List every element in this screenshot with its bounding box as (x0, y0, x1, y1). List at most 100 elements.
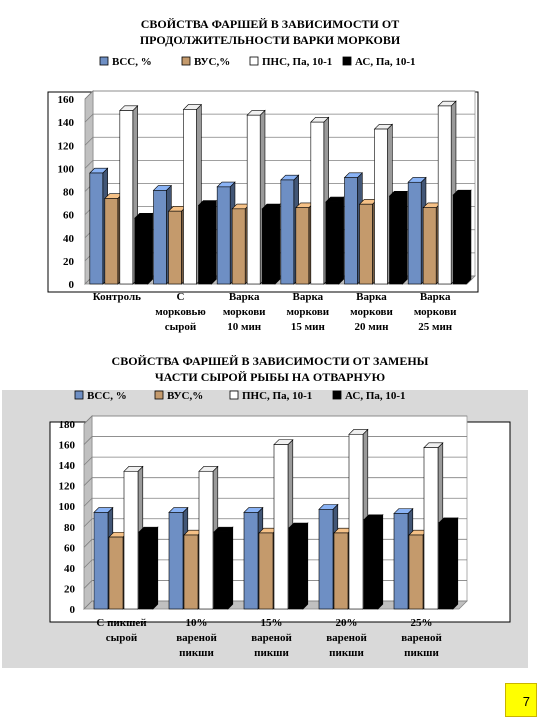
bar-side (274, 203, 281, 285)
bar-front (407, 181, 422, 285)
bar (134, 212, 154, 285)
legend-swatch-4 (332, 390, 342, 400)
legend-swatch-2 (181, 56, 191, 66)
bar (325, 196, 345, 285)
x-category-label: Контроль (93, 291, 141, 303)
bar-side (452, 517, 459, 610)
x-category-label-line: Контроль (93, 291, 141, 303)
x-category-label: 10% вареной пикши (176, 617, 217, 659)
legend-label-4: АС, Па, 10-1 (355, 56, 416, 68)
y-tick-label: 100 (58, 163, 75, 175)
bar-front (93, 512, 109, 610)
bar (388, 190, 409, 285)
bar-front (104, 198, 119, 285)
x-category-label-line: С (177, 291, 185, 303)
bar-front (108, 536, 124, 610)
bar (197, 199, 218, 285)
legend-swatch-3 (229, 390, 239, 400)
gridline (83, 436, 467, 445)
legend-label-3: ПНС, Па, 10-1 (262, 56, 332, 68)
bar (288, 522, 309, 610)
chart-2-legend: ВСС, % ВУС,% ПНС, Па, 10-1 АС, Па, 10-1 (74, 390, 406, 402)
bar (213, 526, 234, 610)
gridline (83, 497, 467, 507)
x-category-label-line: вареной (176, 632, 217, 644)
x-category-label-line: 15% (261, 617, 283, 629)
gridline (84, 136, 475, 146)
bar-front (363, 519, 379, 610)
y-tick-label: 40 (63, 233, 75, 245)
bar (261, 203, 281, 285)
bar-front (408, 534, 424, 610)
bar-front (273, 444, 289, 610)
bar-front (213, 531, 229, 610)
x-category-label-line: сырой (106, 632, 138, 644)
y-tick-label: 80 (64, 522, 76, 534)
x-category-label-line: Варка (229, 291, 260, 303)
x-category-label-line: 20% (336, 617, 358, 629)
bar-front (123, 470, 139, 610)
y-tick-label: 60 (63, 210, 75, 222)
y-tick-label: 0 (69, 279, 75, 291)
bar-front (246, 114, 261, 285)
x-category-label-line: 10 мин (227, 321, 262, 333)
x-category-label-line: Варка (293, 291, 324, 303)
bar-side (338, 196, 344, 285)
bar-front (198, 470, 214, 610)
gridline (84, 113, 475, 123)
bar-front (295, 207, 310, 285)
y-tick-label: 160 (58, 94, 75, 106)
legend-swatch-1 (74, 390, 84, 400)
legend-swatch-3 (249, 56, 259, 66)
x-category-label: Варка моркови 25 мин (414, 291, 457, 333)
bar-side (302, 522, 309, 610)
chart-2-title: СВОЙСТВА ФАРШЕЙ В ЗАВИСИМОСТИ ОТ ЗАМЕНЫ … (111, 354, 429, 384)
y-tick-label: 100 (59, 501, 76, 513)
bar-front (423, 447, 439, 610)
bar-front (348, 433, 364, 610)
bar-front (280, 179, 295, 285)
bar-front (231, 208, 246, 285)
gridline (84, 159, 475, 169)
x-category-label: 15% вареной пикши (251, 617, 292, 659)
bar-front (243, 512, 259, 610)
bar-side (147, 212, 153, 285)
chart-1: ВСС, % ВУС,% ПНС, Па, 10-1 АС, Па, 10-1 0 20 4… (47, 56, 479, 333)
gridline (83, 456, 467, 466)
x-category-label-line: Варка (420, 291, 451, 303)
bar-front (422, 207, 437, 285)
bar-side (152, 526, 159, 610)
bar-front (437, 105, 452, 285)
x-category-label-line: вареной (251, 632, 292, 644)
y-tick-label: 120 (59, 481, 76, 493)
gridline (83, 518, 467, 528)
bar-front (393, 513, 409, 610)
chart-2-side-wall (83, 415, 93, 610)
x-category-label-line: моркови (414, 306, 457, 318)
bar-front (359, 203, 373, 285)
x-category-label-line: С пикшей (96, 617, 147, 629)
bar-front (333, 532, 349, 610)
bar-side (465, 189, 472, 285)
y-tick-label: 20 (63, 256, 75, 268)
y-tick-label: 0 (70, 604, 76, 616)
page-number-badge: 7 (505, 683, 537, 717)
x-category-label-line: моркови (286, 306, 329, 318)
bar-front (261, 208, 276, 285)
x-category-label-line: моркови (223, 306, 266, 318)
bar-front (153, 190, 167, 285)
bar-front (344, 177, 358, 285)
bar-front (89, 172, 104, 285)
x-category-label: 20% вареной пикши (326, 617, 367, 659)
bar-front (452, 194, 467, 285)
bar (138, 526, 159, 610)
bar-front (310, 121, 325, 285)
y-tick-label: 40 (64, 563, 76, 575)
chart-2: ВСС, % ВУС,% ПНС, Па, 10-1 АС, Па, 10-1 0 20 4… (2, 390, 528, 668)
y-tick-label: 140 (58, 117, 75, 129)
x-category-label-line: пикши (404, 647, 439, 659)
y-tick-label: 20 (64, 583, 76, 595)
bar-side (227, 526, 234, 610)
x-category-label: Варка моркови 15 мин (286, 291, 329, 333)
x-category-label-line: пикши (329, 647, 364, 659)
